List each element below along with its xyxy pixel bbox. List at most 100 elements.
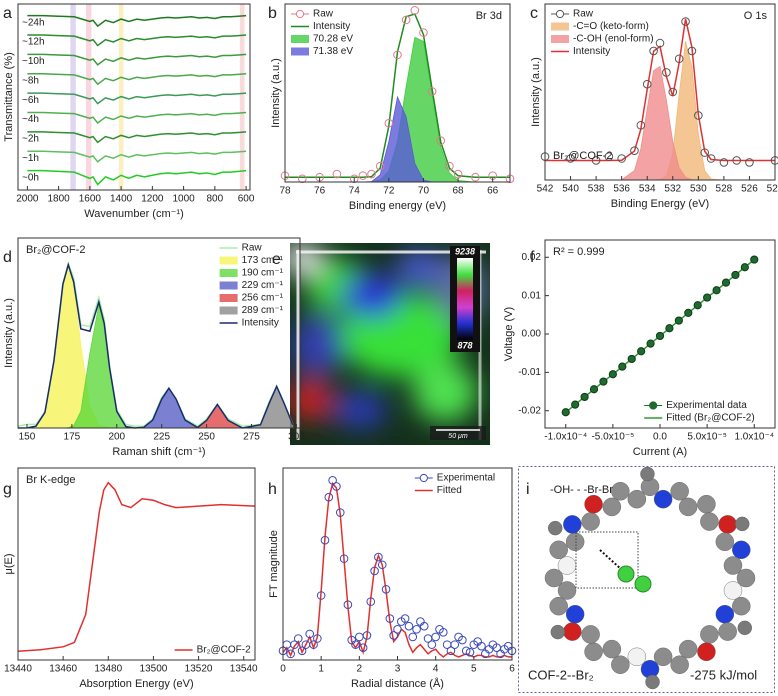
marker bbox=[349, 174, 359, 184]
marker bbox=[665, 324, 674, 333]
binding-energy: -275 kJ/mol bbox=[690, 667, 757, 682]
legend-label: ~0h bbox=[22, 172, 39, 183]
x-tick-label: 66 bbox=[487, 186, 499, 197]
atom bbox=[563, 515, 582, 534]
structure-name: COF-2--Br₂ bbox=[528, 667, 594, 682]
panel-label: g bbox=[3, 481, 12, 498]
x-tick-label: 536 bbox=[613, 184, 630, 195]
marker bbox=[684, 308, 693, 317]
annotation: Br K-edge bbox=[26, 474, 76, 486]
legend-label: 70.28 eV bbox=[313, 34, 353, 45]
x-tick-label: 3 bbox=[395, 664, 401, 675]
panel: 2000 1800 1600 1400 1200 1000 800 600 Wavenumber… bbox=[3, 3, 255, 220]
atom bbox=[700, 512, 719, 531]
x-tick-label: 0.0 bbox=[653, 432, 667, 443]
marker bbox=[367, 169, 376, 179]
legend-label: Fitted bbox=[437, 485, 462, 496]
x-tick-label: -5.0x10⁻⁵ bbox=[591, 432, 634, 443]
marker bbox=[436, 136, 446, 145]
panel-label: d bbox=[3, 249, 12, 266]
x-axis-label: Current (A) bbox=[633, 446, 687, 458]
marker bbox=[477, 641, 486, 651]
marker bbox=[351, 640, 360, 649]
x-tick-label: 250 bbox=[198, 432, 215, 443]
line bbox=[27, 150, 247, 163]
marker bbox=[630, 146, 639, 155]
panel: -1.0x10⁻⁴ -5.0x10⁻⁵ 0.0 5.0x10⁻⁵ 1.0x10⁻⁴ -0.… bbox=[503, 239, 776, 458]
x-axis-label: Wavenumber (cm⁻¹) bbox=[84, 208, 184, 220]
raman-map: 9238 878 50 μm bbox=[290, 243, 490, 445]
atom bbox=[584, 642, 603, 661]
legend-label: 289 cm⁻¹ bbox=[242, 305, 284, 316]
legend-label: ~4h bbox=[22, 114, 39, 125]
panel: 13440 13460 13480 13500 13520 13540 Absorption… bbox=[3, 467, 258, 690]
marker bbox=[377, 560, 387, 570]
x-tick-label: 13520 bbox=[185, 664, 213, 675]
legend-swatch bbox=[219, 306, 238, 315]
atom bbox=[653, 647, 673, 667]
marker bbox=[687, 46, 697, 56]
marker bbox=[471, 172, 480, 182]
x-tick-label: 1800 bbox=[47, 194, 70, 205]
x-axis-label: Binding energy (eV) bbox=[349, 200, 446, 212]
atom bbox=[653, 489, 673, 509]
panel-label: a bbox=[3, 5, 12, 22]
marker bbox=[618, 362, 627, 371]
marker bbox=[591, 156, 601, 165]
x-tick-label: 175 bbox=[64, 432, 81, 443]
highlight-band bbox=[239, 4, 245, 190]
line bbox=[27, 34, 247, 47]
marker bbox=[385, 614, 395, 623]
y-axis-label: FT magnitude bbox=[268, 530, 280, 598]
x-tick-label: 68 bbox=[453, 186, 465, 197]
annotation: O 1s bbox=[744, 10, 768, 22]
panel: 150 175 200 225 250 275 300 Raman shift (cm⁻¹) I… bbox=[3, 237, 305, 458]
y-tick-label: -0.01 bbox=[518, 367, 541, 378]
x-tick-label: 532 bbox=[664, 184, 681, 195]
atom bbox=[627, 489, 647, 509]
marker bbox=[412, 624, 421, 634]
x-tick-label: 800 bbox=[207, 194, 224, 205]
legend-swatch bbox=[291, 47, 309, 56]
marker bbox=[366, 597, 376, 606]
marker bbox=[293, 634, 303, 643]
marker bbox=[404, 621, 414, 631]
colorbar-min: 878 bbox=[457, 340, 472, 350]
marker bbox=[362, 631, 372, 640]
line bbox=[17, 481, 256, 652]
line bbox=[545, 18, 775, 162]
legend-label: -C-OH (enol-form) bbox=[573, 34, 654, 45]
marker bbox=[332, 169, 342, 179]
atom bbox=[611, 655, 630, 674]
marker bbox=[719, 158, 729, 167]
plot-frame bbox=[17, 3, 251, 191]
legend-label: Br₂@COF-2 bbox=[197, 645, 251, 656]
legend-swatch bbox=[291, 35, 309, 43]
legend-label: ~1h bbox=[22, 153, 39, 164]
atom bbox=[627, 647, 647, 667]
atom bbox=[678, 639, 698, 659]
atom bbox=[718, 515, 737, 534]
marker bbox=[389, 631, 398, 640]
x-tick-label: 1.0x10⁻⁴ bbox=[734, 432, 774, 443]
x-tick-label: 150 bbox=[19, 432, 36, 443]
atom bbox=[732, 540, 751, 560]
x-tick-label: 2000 bbox=[16, 194, 39, 205]
marker bbox=[419, 28, 428, 37]
halogen-bond bbox=[599, 549, 623, 571]
line bbox=[27, 92, 247, 105]
plot-frame bbox=[17, 237, 301, 429]
atom bbox=[700, 625, 719, 644]
marker bbox=[465, 648, 475, 657]
y-tick-label: -0.02 bbox=[518, 405, 541, 416]
bromine-atom bbox=[617, 565, 635, 583]
atom bbox=[565, 605, 585, 624]
legend-label: Raw bbox=[242, 243, 263, 254]
marker bbox=[750, 255, 759, 264]
legend-swatch bbox=[219, 269, 238, 277]
panel-label: h bbox=[268, 481, 277, 498]
x-tick-label: 528 bbox=[716, 184, 733, 195]
x-tick-label: 13480 bbox=[94, 664, 122, 675]
marker bbox=[700, 148, 710, 157]
atom bbox=[718, 622, 737, 641]
